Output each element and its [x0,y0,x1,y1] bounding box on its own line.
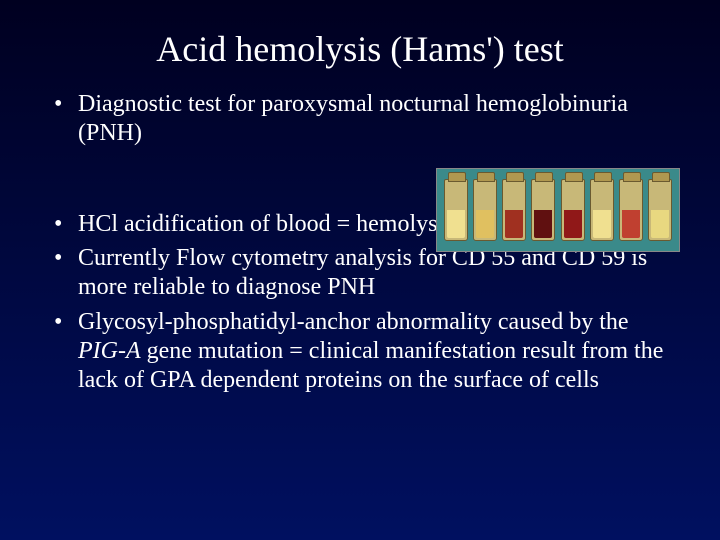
test-tubes-photo [436,168,680,252]
test-jar [619,179,643,241]
test-jar [561,179,585,241]
bullet-item: Diagnostic test for paroxysmal nocturnal… [50,90,670,148]
test-jar [648,179,672,241]
test-jar [590,179,614,241]
bullet-text: Glycosyl-phosphatidyl-anchor abnormality… [78,309,629,335]
test-jar [473,179,497,241]
test-jar [502,179,526,241]
test-jar [531,179,555,241]
bullet-text: gene mutation = clinical manifestation r… [78,338,663,393]
bullet-list: Diagnostic test for paroxysmal nocturnal… [50,90,670,148]
slide-title: Acid hemolysis (Hams') test [0,0,720,90]
gene-name: PIG-A [78,338,141,364]
test-jar [444,179,468,241]
bullet-item: Glycosyl-phosphatidyl-anchor abnormality… [50,308,670,394]
bullet-item: Currently Flow cytometry analysis for CD… [50,244,670,302]
